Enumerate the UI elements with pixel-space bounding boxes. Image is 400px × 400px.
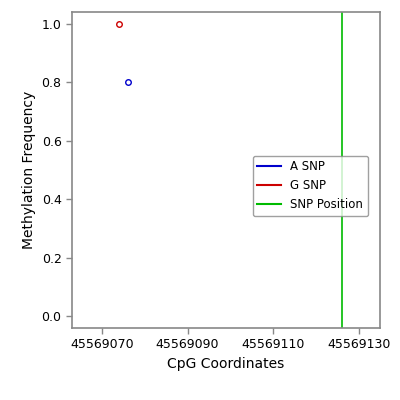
Legend: A SNP, G SNP, SNP Position: A SNP, G SNP, SNP Position [252, 156, 368, 216]
Y-axis label: Methylation Frequency: Methylation Frequency [22, 91, 36, 249]
X-axis label: CpG Coordinates: CpG Coordinates [167, 357, 285, 371]
